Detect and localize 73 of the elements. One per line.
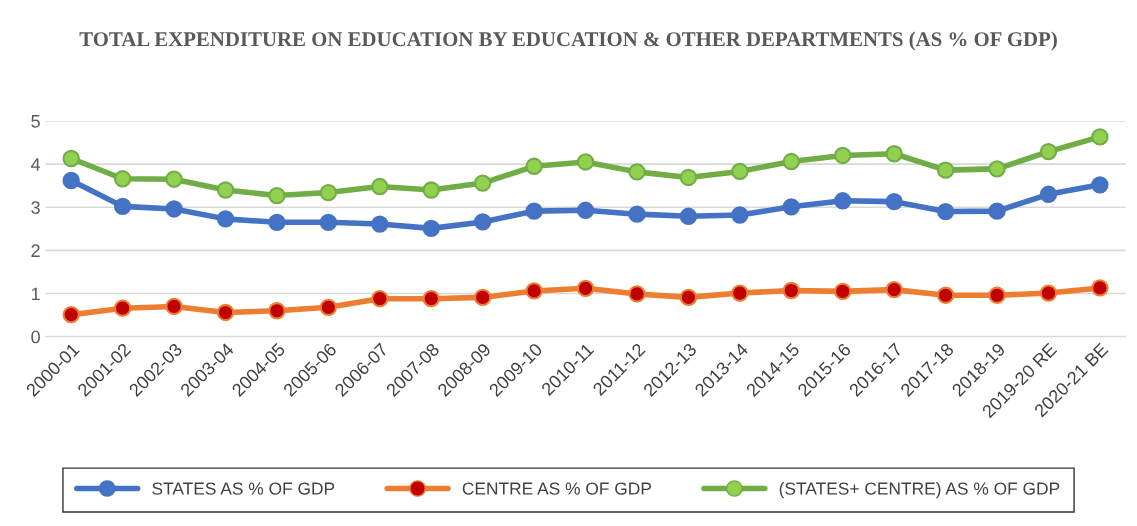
point	[525, 157, 543, 175]
point	[988, 202, 1006, 220]
point	[216, 210, 235, 228]
point	[679, 288, 698, 307]
legend-label: STATES AS % OF GDP	[152, 482, 335, 495]
point	[1091, 279, 1109, 297]
y-tick-label: 4	[30, 158, 41, 171]
point	[679, 168, 698, 187]
point	[525, 202, 543, 220]
point	[834, 146, 852, 165]
point	[216, 181, 235, 199]
point	[474, 174, 492, 192]
point	[988, 286, 1006, 304]
point	[885, 145, 903, 163]
y-tick-label: 3	[31, 201, 40, 214]
y-tick-label: 5	[31, 115, 40, 128]
point	[268, 186, 286, 205]
point	[936, 286, 955, 304]
point	[268, 302, 286, 320]
point	[834, 282, 852, 301]
point	[988, 160, 1006, 178]
point	[782, 198, 800, 216]
point	[113, 197, 132, 216]
point	[628, 205, 646, 223]
point	[834, 192, 852, 210]
point	[319, 298, 338, 316]
point	[576, 279, 595, 298]
chart-title: TOTAL EXPENDITURE ON EDUCATION BY EDUCATION & OTHER DEPARTMENTS (AS % OF GDP)	[79, 31, 1057, 51]
point	[268, 213, 286, 232]
point	[885, 280, 903, 299]
point	[422, 181, 440, 199]
point	[731, 206, 749, 224]
point	[165, 200, 183, 218]
point	[936, 161, 955, 179]
point	[422, 219, 440, 238]
legend-label: (STATES+ CENTRE) AS % OF GDP	[779, 481, 1060, 499]
point	[474, 213, 492, 231]
point	[1091, 176, 1109, 194]
y-tick-label: 2	[31, 244, 40, 257]
point	[319, 183, 338, 202]
point	[319, 213, 338, 232]
point	[628, 285, 646, 303]
point	[936, 202, 955, 221]
point	[576, 153, 595, 171]
point	[165, 170, 183, 188]
point	[62, 305, 80, 324]
point	[731, 162, 749, 181]
legend-label: CENTRE AS % OF GDP	[462, 482, 651, 495]
point	[422, 290, 440, 308]
point	[474, 288, 492, 307]
point	[731, 284, 749, 302]
point	[113, 299, 132, 317]
point	[165, 297, 183, 316]
point	[1091, 128, 1109, 146]
point	[782, 152, 800, 171]
point	[1039, 185, 1058, 203]
point	[62, 171, 80, 190]
point	[628, 163, 646, 181]
y-tick-label: 1	[31, 287, 40, 301]
point	[216, 303, 235, 322]
point	[525, 282, 543, 300]
point	[782, 281, 800, 300]
point	[113, 170, 132, 188]
point	[371, 215, 389, 233]
point	[885, 192, 903, 211]
point	[1039, 142, 1058, 161]
y-tick-label: 0	[31, 330, 40, 344]
point	[576, 201, 595, 219]
point	[62, 149, 80, 168]
point	[1039, 284, 1058, 302]
point	[371, 177, 389, 196]
point	[679, 207, 698, 225]
point	[371, 290, 389, 308]
